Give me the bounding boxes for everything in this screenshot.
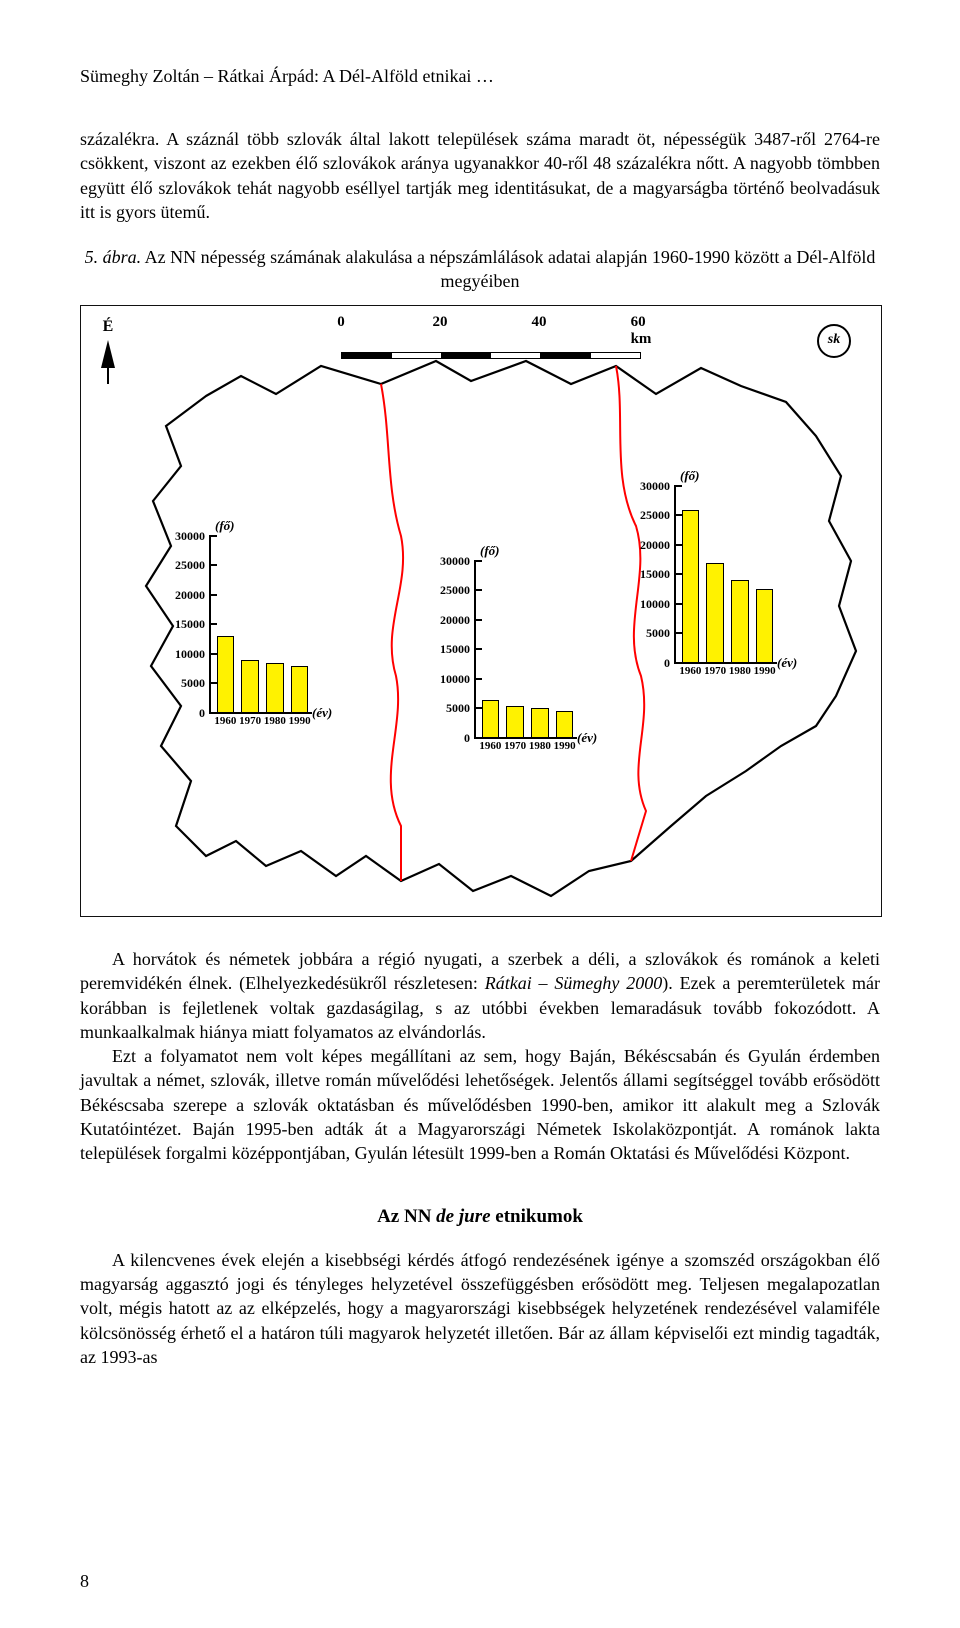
y-tick-label: 15000 bbox=[440, 642, 470, 657]
scale-seg bbox=[342, 353, 392, 358]
year-label: 1970 bbox=[504, 740, 526, 752]
bar bbox=[217, 636, 234, 713]
y-tick bbox=[474, 678, 482, 680]
bar bbox=[482, 700, 499, 738]
bar bbox=[706, 563, 723, 663]
scale-seg bbox=[442, 353, 492, 358]
y-tick-label: 15000 bbox=[640, 567, 670, 582]
y-tick-label: 30000 bbox=[175, 529, 205, 544]
y-unit-label: (fő) bbox=[680, 468, 700, 484]
figure-caption-text: Az NN népesség számának alakulása a néps… bbox=[141, 247, 875, 290]
chart-center: (fő)300002500020000150001000050000196019… bbox=[426, 561, 581, 756]
y-tick-label: 25000 bbox=[640, 508, 670, 523]
y-tick-label: 5000 bbox=[446, 701, 470, 716]
y-tick-label: 5000 bbox=[181, 676, 205, 691]
heading-c: etnikumok bbox=[491, 1206, 583, 1227]
bar bbox=[556, 711, 573, 738]
bar bbox=[682, 510, 699, 663]
figure-label: 5. ábra. bbox=[85, 247, 142, 267]
y-tick-label: 30000 bbox=[640, 479, 670, 494]
scale-tick-20: 20 bbox=[433, 314, 448, 331]
scale-seg bbox=[491, 353, 541, 358]
bar bbox=[731, 580, 748, 663]
y-tick-label: 0 bbox=[664, 656, 670, 671]
year-label: 1960 bbox=[479, 740, 501, 752]
scale-tick-40: 40 bbox=[532, 314, 547, 331]
paragraph-2: A horvátok és németek jobbára a régió ny… bbox=[80, 947, 880, 1044]
year-label: 1990 bbox=[554, 740, 576, 752]
x-unit-label: (év) bbox=[312, 705, 332, 721]
y-tick-label: 20000 bbox=[640, 538, 670, 553]
scale-seg bbox=[541, 353, 591, 358]
scale-labels: 0 20 40 60 km bbox=[341, 334, 641, 352]
paragraph-4: A kilencvenes évek elején a kisebbségi k… bbox=[80, 1248, 880, 1369]
year-label: 1970 bbox=[704, 665, 726, 677]
year-label: 1980 bbox=[264, 715, 286, 727]
y-tick bbox=[474, 589, 482, 591]
scale-segments bbox=[341, 352, 641, 359]
y-tick bbox=[209, 594, 217, 596]
y-tick-label: 15000 bbox=[175, 617, 205, 632]
y-tick-label: 0 bbox=[199, 706, 205, 721]
y-tick-label: 10000 bbox=[175, 647, 205, 662]
page-number: 8 bbox=[80, 1571, 89, 1592]
figure-caption: 5. ábra. Az NN népesség számának alakulá… bbox=[80, 246, 880, 293]
compass: É bbox=[93, 318, 123, 384]
y-unit-label: (fő) bbox=[215, 518, 235, 534]
scale-bar: 0 20 40 60 km bbox=[341, 334, 641, 359]
chart-right: (fő)300002500020000150001000050000196019… bbox=[626, 486, 781, 681]
scale-tick-60: 60 km bbox=[631, 314, 652, 348]
y-tick-label: 20000 bbox=[440, 613, 470, 628]
scale-seg bbox=[591, 353, 640, 358]
y-tick-label: 30000 bbox=[440, 554, 470, 569]
year-label: 1980 bbox=[529, 740, 551, 752]
running-head: Sümeghy Zoltán – Rátkai Árpád: A Dél-Alf… bbox=[80, 66, 880, 87]
chart-left: (fő)300002500020000150001000050000196019… bbox=[161, 536, 316, 731]
compass-needle-icon bbox=[101, 340, 115, 368]
y-tick bbox=[474, 648, 482, 650]
year-label: 1960 bbox=[679, 665, 701, 677]
bar bbox=[756, 589, 773, 663]
paragraph-3: Ezt a folyamatot nem volt képes megállít… bbox=[80, 1044, 880, 1165]
y-tick-label: 0 bbox=[464, 731, 470, 746]
x-unit-label: (év) bbox=[777, 655, 797, 671]
y-tick bbox=[474, 619, 482, 621]
figure-map: É 0 20 40 60 km sk (fő)30000250 bbox=[80, 305, 882, 917]
y-tick-label: 5000 bbox=[646, 626, 670, 641]
year-label: 1990 bbox=[754, 665, 776, 677]
scale-tick-0: 0 bbox=[337, 314, 345, 331]
y-tick bbox=[674, 485, 682, 487]
bar bbox=[531, 708, 548, 738]
y-tick bbox=[209, 564, 217, 566]
year-label: 1990 bbox=[289, 715, 311, 727]
compass-tail-icon bbox=[107, 368, 109, 384]
paragraph-1: százalékra. A száznál több szlovák által… bbox=[80, 127, 880, 224]
y-unit-label: (fő) bbox=[480, 543, 500, 559]
heading-ital: de jure bbox=[436, 1206, 490, 1227]
bar bbox=[291, 666, 308, 713]
y-tick-label: 20000 bbox=[175, 588, 205, 603]
year-label: 1970 bbox=[239, 715, 261, 727]
bar bbox=[241, 660, 258, 713]
heading-a: Az NN bbox=[377, 1206, 436, 1227]
y-tick-label: 25000 bbox=[440, 583, 470, 598]
y-tick bbox=[209, 535, 217, 537]
year-label: 1960 bbox=[214, 715, 236, 727]
x-unit-label: (év) bbox=[577, 730, 597, 746]
section-heading: Az NN de jure etnikumok bbox=[80, 1206, 880, 1228]
y-tick bbox=[209, 623, 217, 625]
bar bbox=[506, 706, 523, 738]
y-tick bbox=[474, 560, 482, 562]
year-label: 1980 bbox=[729, 665, 751, 677]
y-tick-label: 25000 bbox=[175, 558, 205, 573]
para2-ital: Rátkai – Sümeghy 2000 bbox=[485, 973, 663, 993]
sk-marker: sk bbox=[817, 324, 851, 358]
compass-label: É bbox=[103, 318, 114, 335]
y-tick-label: 10000 bbox=[440, 672, 470, 687]
scale-seg bbox=[392, 353, 442, 358]
bar bbox=[266, 663, 283, 713]
y-tick-label: 10000 bbox=[640, 597, 670, 612]
